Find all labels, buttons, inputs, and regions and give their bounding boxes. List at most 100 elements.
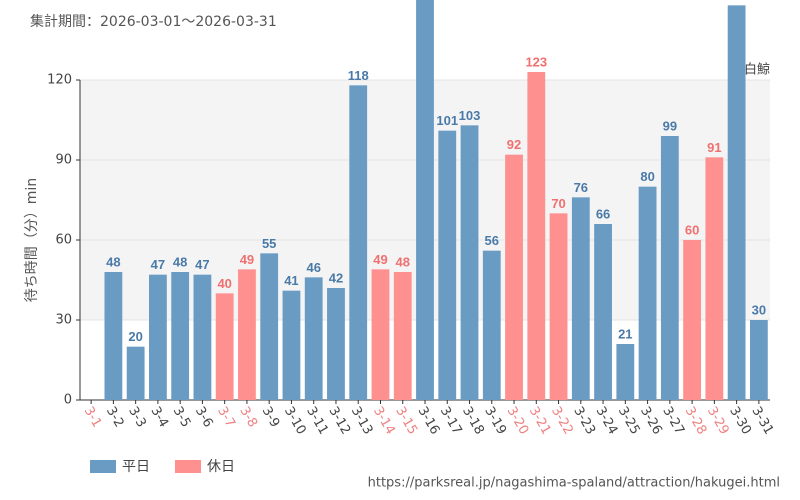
bar [393, 272, 412, 400]
source-url: https://parksreal.jp/nagashima-spaland/a… [368, 476, 780, 491]
value-label: 41 [284, 273, 298, 288]
legend-swatch [90, 460, 116, 473]
bar [327, 288, 345, 400]
x-tick-label: 3-7 [214, 404, 238, 430]
value-label: 148 [726, 0, 748, 3]
x-tick-label: 3-22 [548, 404, 576, 437]
x-tick-label: 3-29 [704, 404, 732, 437]
legend-swatch [175, 460, 201, 473]
bar [371, 269, 390, 400]
x-tick-label: 3-13 [348, 404, 376, 437]
y-tick-label: 90 [55, 153, 72, 168]
value-label: 60 [685, 222, 699, 237]
x-tick-label: 3-12 [325, 404, 353, 437]
bar [727, 5, 746, 400]
x-tick-label: 3-17 [437, 404, 465, 437]
legend-label: 平日 [122, 459, 150, 475]
bar [660, 136, 679, 400]
value-label: 123 [525, 54, 547, 69]
bar [571, 197, 590, 400]
bar [260, 253, 279, 400]
bar [683, 240, 701, 400]
bar [527, 72, 546, 400]
x-tick-label: 3-2 [103, 404, 127, 430]
value-label: 91 [707, 140, 721, 155]
value-label: 56 [485, 233, 499, 248]
value-label: 46 [306, 260, 320, 275]
bar [505, 154, 523, 400]
y-tick-label: 120 [47, 73, 72, 88]
x-tick-label: 3-9 [259, 404, 283, 430]
bar [304, 277, 323, 400]
value-label: 49 [240, 252, 254, 267]
value-label: 76 [574, 180, 588, 195]
x-tick-label: 3-1 [81, 404, 105, 430]
value-label: 92 [507, 137, 521, 152]
bar [215, 293, 234, 400]
value-label: 99 [663, 118, 677, 133]
y-tick-label: 0 [64, 393, 72, 408]
value-label: 48 [396, 254, 410, 269]
bar [149, 274, 167, 400]
x-tick-label: 3-16 [415, 404, 443, 437]
value-label: 118 [348, 68, 369, 83]
value-label: 48 [173, 254, 187, 269]
bar [349, 85, 368, 400]
x-tick-label: 3-23 [570, 404, 598, 437]
bar [616, 344, 635, 400]
y-tick-label: 60 [55, 233, 72, 248]
x-tick-label: 3-25 [615, 404, 643, 437]
bar [282, 290, 301, 400]
annotation: 白鯨 [744, 62, 770, 78]
x-tick-label: 3-3 [125, 404, 149, 430]
bar [549, 213, 568, 400]
x-tick-label: 3-26 [637, 404, 665, 437]
x-tick-label: 3-4 [147, 404, 171, 430]
x-tick-label: 3-24 [593, 404, 621, 437]
value-label: 30 [752, 302, 766, 317]
bar [594, 224, 612, 400]
bar [438, 130, 457, 400]
value-label: 80 [640, 169, 654, 184]
x-tick-label: 3-11 [303, 404, 331, 437]
x-tick-label: 3-5 [170, 404, 194, 430]
x-tick-label: 3-10 [281, 404, 309, 437]
value-label: 101 [436, 113, 458, 128]
x-tick-label: 3-8 [236, 404, 260, 430]
chart-title: 集計期間：2026-03-01～2026-03-31 [30, 13, 277, 30]
x-tick-label: 3-31 [748, 404, 776, 437]
bar [193, 274, 212, 400]
value-label: 47 [151, 257, 165, 272]
x-tick-label: 3-15 [392, 404, 420, 437]
value-label: 103 [459, 108, 481, 123]
value-label: 47 [195, 257, 209, 272]
x-tick-label: 3-18 [459, 404, 487, 437]
bar [749, 320, 768, 400]
value-label: 66 [596, 206, 610, 221]
x-tick-label: 3-30 [726, 404, 754, 437]
x-tick-label: 3-21 [526, 404, 554, 437]
value-label: 40 [217, 276, 231, 291]
x-tick-label: 3-19 [481, 404, 509, 437]
legend-label: 休日 [207, 459, 235, 475]
bar [238, 269, 256, 400]
x-tick-label: 3-20 [504, 404, 532, 437]
value-label: 55 [262, 236, 276, 251]
value-label: 49 [373, 252, 387, 267]
x-tick-label: 3-14 [370, 404, 398, 437]
bar [126, 346, 145, 400]
bar [482, 250, 501, 400]
bar [416, 0, 434, 401]
value-label: 21 [618, 326, 632, 341]
x-tick-label: 3-28 [682, 404, 710, 437]
bar [705, 157, 724, 400]
value-label: 70 [551, 196, 565, 211]
bar [104, 272, 123, 400]
bar [638, 186, 657, 400]
y-tick-label: 30 [55, 313, 72, 328]
bar [460, 125, 479, 400]
x-tick-label: 3-6 [192, 404, 216, 430]
value-label: 20 [128, 329, 142, 344]
y-axis-label: 待ち時間（分）min [24, 178, 40, 302]
